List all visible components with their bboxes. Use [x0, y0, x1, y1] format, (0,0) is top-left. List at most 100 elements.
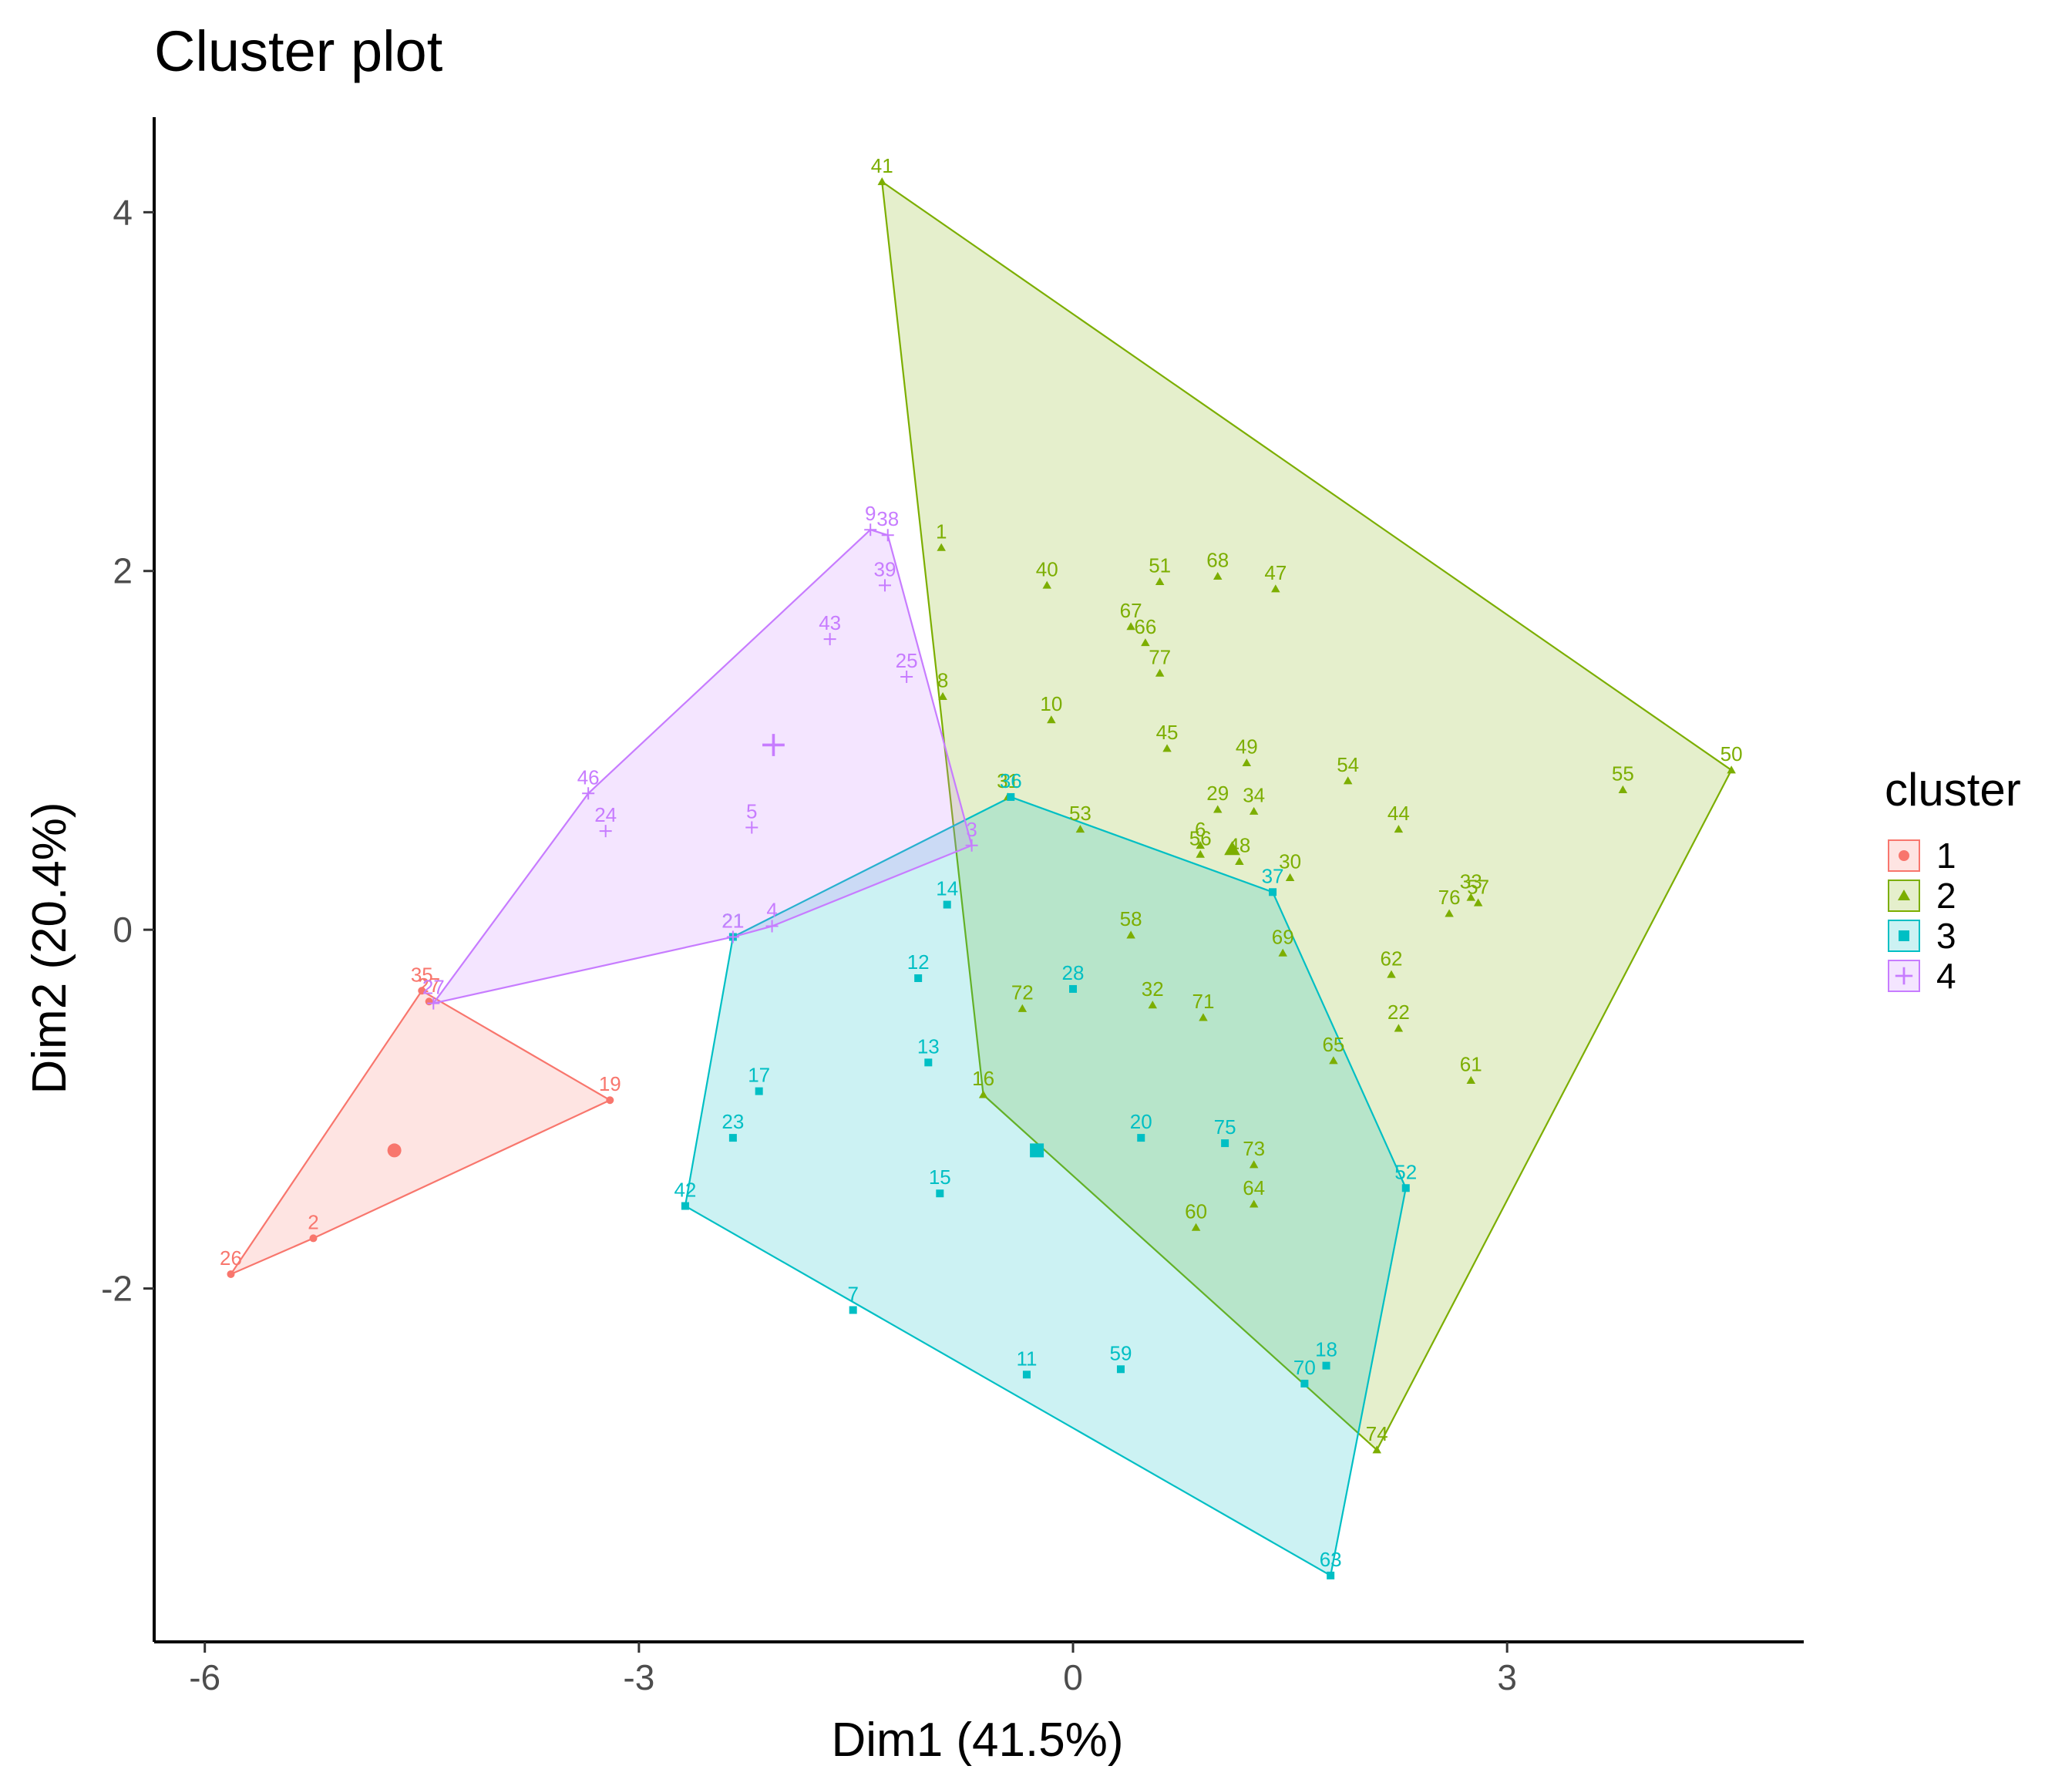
- data-point-41: [877, 177, 886, 186]
- data-point-15: [936, 1189, 944, 1198]
- data-point-32: [1148, 1001, 1158, 1009]
- data-point-75: [1221, 1139, 1229, 1148]
- data-point-69: [1278, 948, 1287, 957]
- point-label-52: 52: [1394, 1160, 1417, 1183]
- point-label-27: 27: [422, 976, 445, 999]
- data-point-20: [1137, 1134, 1145, 1142]
- point-label-65: 65: [1322, 1033, 1344, 1056]
- point-label-73: 73: [1243, 1137, 1265, 1160]
- cluster-hull-1: [230, 990, 611, 1276]
- data-point-49: [1242, 758, 1252, 767]
- data-point-35: [418, 987, 426, 995]
- data-point-19: [606, 1096, 614, 1105]
- data-point-55: [1618, 785, 1628, 793]
- x-tick-label: 0: [1063, 1657, 1083, 1697]
- data-point-52: [1401, 1184, 1410, 1192]
- point-label-18: 18: [1315, 1338, 1337, 1361]
- point-label-5: 5: [746, 800, 757, 823]
- point-label-17: 17: [748, 1064, 770, 1087]
- point-label-29: 29: [1206, 782, 1229, 805]
- y-tick-label: 0: [113, 910, 133, 950]
- legend-marker-1: [1899, 850, 1909, 861]
- data-point-67: [1126, 622, 1135, 631]
- data-point-66: [1141, 638, 1150, 647]
- data-point-47: [1271, 584, 1280, 593]
- point-label-32: 32: [1142, 977, 1164, 1001]
- chart-title: Cluster plot: [154, 19, 443, 83]
- data-point-22: [1394, 1024, 1404, 1032]
- point-label-28: 28: [1062, 961, 1085, 984]
- y-tick-label: -2: [101, 1269, 133, 1309]
- point-label-14: 14: [936, 877, 958, 900]
- point-label-46: 46: [577, 765, 600, 789]
- data-point-27: [425, 997, 433, 1006]
- data-point-74: [1372, 1445, 1381, 1454]
- data-point-34: [1249, 806, 1259, 815]
- data-point-28: [1069, 984, 1078, 993]
- point-label-49: 49: [1236, 735, 1258, 758]
- point-label-24: 24: [594, 803, 617, 826]
- data-point-21: [726, 930, 739, 944]
- data-point-51: [1155, 577, 1165, 586]
- point-label-70: 70: [1293, 1356, 1316, 1379]
- point-label-74: 74: [1366, 1422, 1388, 1445]
- legend-label-3: 3: [1936, 916, 1956, 956]
- legend-label-4: 4: [1936, 956, 1956, 996]
- cluster-center-4: [762, 734, 785, 756]
- point-label-33: 33: [1460, 870, 1482, 893]
- data-point-45: [1162, 744, 1172, 752]
- data-point-13: [924, 1058, 933, 1067]
- point-label-22: 22: [1388, 1001, 1410, 1024]
- data-point-18: [1322, 1361, 1330, 1370]
- x-tick-label: -6: [189, 1657, 220, 1697]
- data-point-63: [1327, 1571, 1335, 1579]
- y-tick-label: 4: [113, 192, 133, 232]
- point-label-75: 75: [1214, 1115, 1236, 1139]
- data-point-29: [1213, 805, 1223, 813]
- data-point-37: [1269, 888, 1277, 896]
- data-point-56: [1196, 849, 1205, 858]
- point-label-8: 8: [937, 669, 948, 692]
- data-point-76: [1445, 909, 1454, 917]
- point-label-69: 69: [1272, 925, 1294, 948]
- data-point-70: [1300, 1379, 1309, 1388]
- x-tick-label: -3: [623, 1657, 654, 1697]
- point-label-63: 63: [1320, 1548, 1342, 1571]
- data-point-40: [1042, 580, 1051, 589]
- point-label-55: 55: [1612, 762, 1634, 785]
- point-label-43: 43: [819, 611, 841, 634]
- legend-marker-2: [1897, 889, 1911, 901]
- data-point-71: [1199, 1013, 1208, 1021]
- legend-marker-4: [1895, 967, 1913, 985]
- point-label-6: 6: [1195, 818, 1206, 841]
- cluster-center-1: [387, 1143, 402, 1158]
- data-point-14: [943, 900, 951, 909]
- data-point-43: [823, 633, 836, 646]
- data-point-26: [227, 1270, 235, 1278]
- point-label-57: 57: [1467, 875, 1489, 898]
- point-label-7: 7: [847, 1282, 858, 1305]
- point-label-10: 10: [1040, 692, 1062, 715]
- legend-label-1: 1: [1936, 836, 1956, 876]
- cluster-center-3: [1030, 1143, 1044, 1158]
- data-point-24: [599, 825, 612, 838]
- point-label-26: 26: [220, 1246, 242, 1270]
- data-point-73: [1249, 1160, 1259, 1169]
- cluster-hull-4: [432, 529, 973, 1004]
- legend-marker-3: [1899, 930, 1909, 941]
- cluster-center-2: [1224, 841, 1240, 856]
- point-label-60: 60: [1185, 1199, 1207, 1223]
- data-point-3: [965, 839, 978, 852]
- point-label-77: 77: [1149, 645, 1171, 668]
- data-point-72: [1018, 1004, 1028, 1012]
- point-label-40: 40: [1036, 557, 1058, 580]
- data-point-7: [849, 1306, 857, 1314]
- data-point-17: [755, 1087, 763, 1095]
- point-label-42: 42: [674, 1179, 696, 1202]
- point-label-2: 2: [308, 1210, 318, 1233]
- y-axis-title: Dim2 (20.4%): [23, 802, 76, 1095]
